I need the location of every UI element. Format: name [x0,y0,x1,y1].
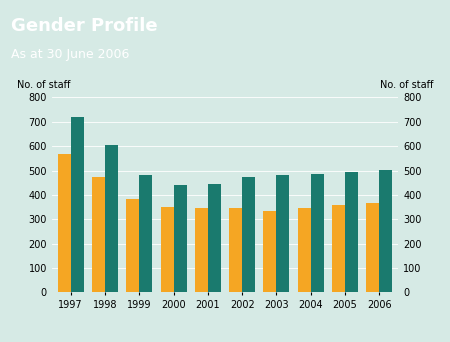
Bar [311,174,324,292]
Bar [71,117,84,292]
Bar [126,199,139,292]
Bar [105,145,118,292]
Bar [332,205,345,292]
Text: As at 30 June 2006: As at 30 June 2006 [11,48,130,61]
Bar [161,207,174,292]
Bar [242,177,255,292]
Text: No. of staff: No. of staff [379,80,433,90]
Bar [174,185,187,292]
Bar [366,203,379,292]
Bar [379,170,392,292]
Bar [298,208,311,292]
Text: Gender Profile: Gender Profile [11,17,158,35]
Bar [92,177,105,292]
Bar [276,175,289,292]
Bar [229,208,242,292]
Bar [263,211,276,292]
Bar [139,175,152,292]
Bar [195,208,208,292]
Bar [208,184,221,292]
Bar [345,172,358,292]
Text: No. of staff: No. of staff [17,80,71,90]
Bar [58,154,71,292]
Legend: Women, Men: Women, Men [153,341,297,342]
